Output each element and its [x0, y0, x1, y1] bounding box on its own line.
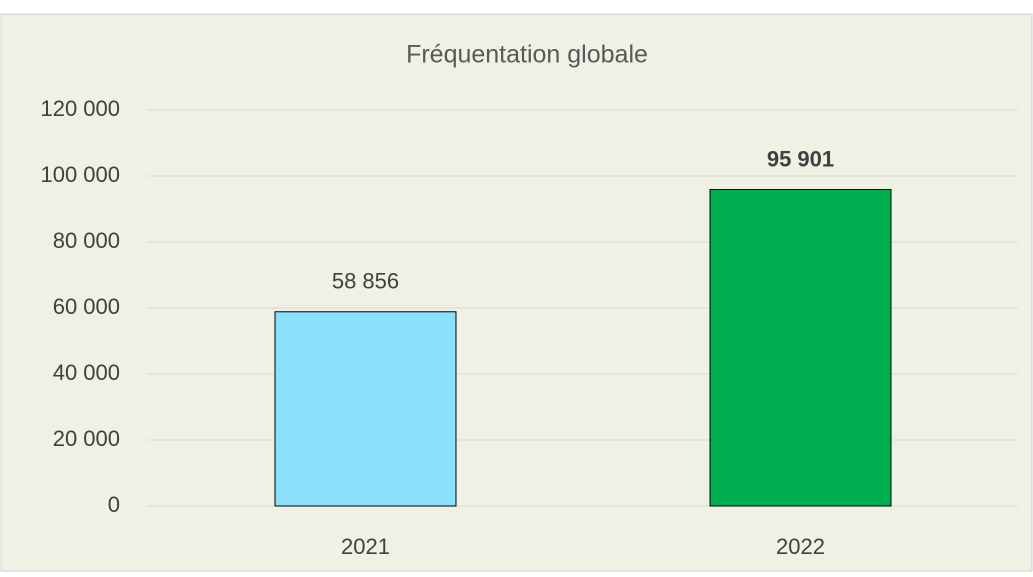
y-tick-label: 0 — [108, 492, 120, 517]
bar — [709, 189, 892, 507]
y-tick-label: 120 000 — [40, 96, 120, 121]
y-tick-label: 80 000 — [53, 228, 120, 253]
bar — [274, 311, 457, 507]
x-tick-label: 2021 — [341, 534, 390, 559]
value-label: 95 901 — [767, 146, 834, 171]
y-tick-label: 20 000 — [53, 426, 120, 451]
y-tick-label: 40 000 — [53, 360, 120, 385]
y-tick-label: 60 000 — [53, 294, 120, 319]
y-tick-label: 100 000 — [40, 162, 120, 187]
chart-title: Fréquentation globale — [406, 41, 648, 69]
value-label: 58 856 — [332, 269, 399, 294]
x-tick-label: 2022 — [776, 534, 825, 559]
